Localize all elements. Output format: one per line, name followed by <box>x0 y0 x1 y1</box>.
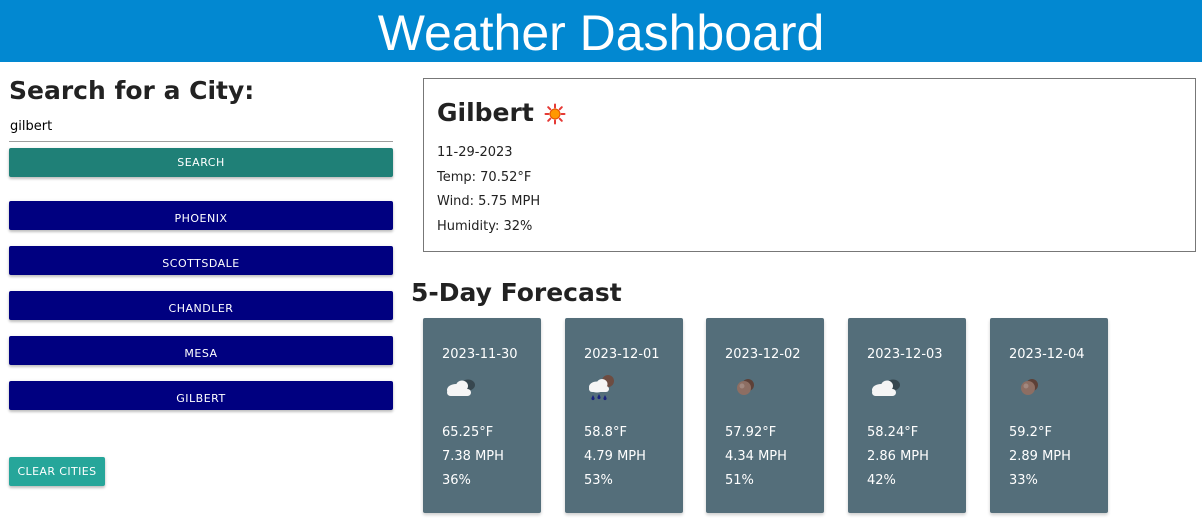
forecast-humidity: 51% <box>725 473 754 488</box>
forecast-card: 2023-12-03 58.24°F 2.86 MPH 42% <box>848 318 966 513</box>
overcast-icon <box>1009 372 1049 402</box>
history-city-button[interactable]: MESA <box>9 336 393 365</box>
forecast-wind: 2.89 MPH <box>1009 449 1071 464</box>
forecast-humidity: 36% <box>442 473 471 488</box>
forecast-temp: 58.24°F <box>867 425 919 440</box>
forecast-date: 2023-12-01 <box>584 347 660 362</box>
search-button[interactable]: SEARCH <box>9 148 393 177</box>
current-city-heading: Gilbert <box>437 98 566 127</box>
history-city-button[interactable]: CHANDLER <box>9 291 393 320</box>
forecast-humidity: 42% <box>867 473 896 488</box>
forecast-humidity: 33% <box>1009 473 1038 488</box>
forecast-date: 2023-12-04 <box>1009 347 1085 362</box>
current-wind: Wind: 5.75 MPH <box>437 194 541 209</box>
history-city-button[interactable]: GILBERT <box>9 381 393 410</box>
forecast-title: 5-Day Forecast <box>411 278 622 307</box>
forecast-temp: 65.25°F <box>442 425 494 440</box>
current-date: 11-29-2023 <box>437 145 513 160</box>
clear-cities-button[interactable]: CLEAR CITIES <box>9 457 105 486</box>
forecast-temp: 58.8°F <box>584 425 627 440</box>
current-temp: Temp: 70.52°F <box>437 170 532 185</box>
sun-icon <box>544 102 566 124</box>
cloud-icon <box>867 372 907 402</box>
forecast-card: 2023-12-02 57.92°F 4.34 MPH 51% <box>706 318 824 513</box>
current-weather-card: Gilbert 11-29-2023 Temp: 70.52°F Wind: 5… <box>423 78 1196 252</box>
forecast-wind: 7.38 MPH <box>442 449 504 464</box>
forecast-humidity: 53% <box>584 473 613 488</box>
forecast-temp: 57.92°F <box>725 425 777 440</box>
forecast-wind: 4.79 MPH <box>584 449 646 464</box>
forecast-date: 2023-11-30 <box>442 347 518 362</box>
forecast-wind: 2.86 MPH <box>867 449 929 464</box>
forecast-wind: 4.34 MPH <box>725 449 787 464</box>
overcast-icon <box>725 372 765 402</box>
cloud-icon <box>442 372 482 402</box>
city-search-input[interactable] <box>9 112 393 142</box>
forecast-date: 2023-12-03 <box>867 347 943 362</box>
forecast-temp: 59.2°F <box>1009 425 1052 440</box>
forecast-card: 2023-12-04 59.2°F 2.89 MPH 33% <box>990 318 1108 513</box>
history-city-button[interactable]: PHOENIX <box>9 201 393 230</box>
history-city-button[interactable]: SCOTTSDALE <box>9 246 393 275</box>
rain-cloud-icon <box>584 372 624 402</box>
current-humidity: Humidity: 32% <box>437 219 533 234</box>
page-header: Weather Dashboard <box>0 0 1202 62</box>
current-city-name: Gilbert <box>437 98 534 127</box>
forecast-card: 2023-12-01 58.8°F 4.79 MPH 53% <box>565 318 683 513</box>
forecast-card: 2023-11-30 65.25°F 7.38 MPH 36% <box>423 318 541 513</box>
forecast-date: 2023-12-02 <box>725 347 801 362</box>
search-title: Search for a City: <box>9 76 255 105</box>
